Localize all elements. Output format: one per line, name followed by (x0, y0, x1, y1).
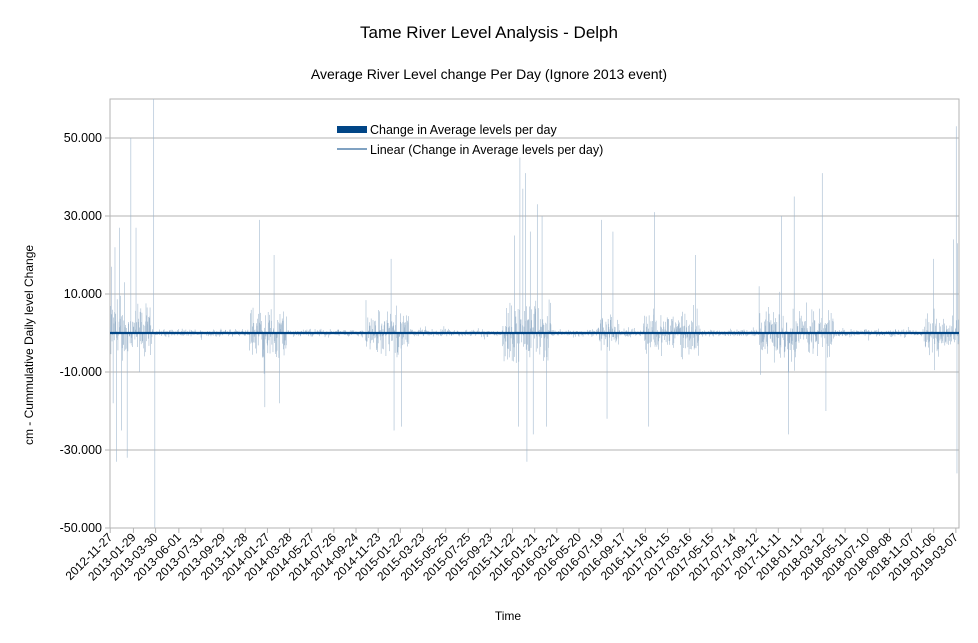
legend-label-bar: Change in Average levels per day (370, 123, 557, 137)
legend: Change in Average levels per day Linear … (337, 123, 603, 157)
y-tick-label: 30.000 (64, 209, 102, 223)
x-tick-labels: 2012-11-272013-01-292013-03-302013-06-01… (63, 530, 962, 584)
y-tick-label: 50.000 (64, 131, 102, 145)
y-tick-label: -30.000 (60, 443, 102, 457)
y-axis-title: cm - Cummulative Daily level Change (22, 245, 36, 445)
chart-subtitle: Average River Level change Per Day (Igno… (311, 66, 667, 82)
bar-series (109, 99, 960, 528)
x-ticks (109, 527, 959, 533)
y-tick-label: 10.000 (64, 287, 102, 301)
y-tick-label: -10.000 (60, 365, 102, 379)
chart-title: Tame River Level Analysis - Delph (360, 23, 618, 42)
legend-label-trend: Linear (Change in Average levels per day… (370, 143, 603, 157)
legend-swatch-bar (337, 126, 367, 133)
y-tick-labels: 50.000 30.000 10.000 -10.000 -30.000 -50.000 (60, 131, 102, 535)
x-axis-title: Time (495, 609, 522, 623)
y-tick-label: -50.000 (60, 521, 102, 535)
